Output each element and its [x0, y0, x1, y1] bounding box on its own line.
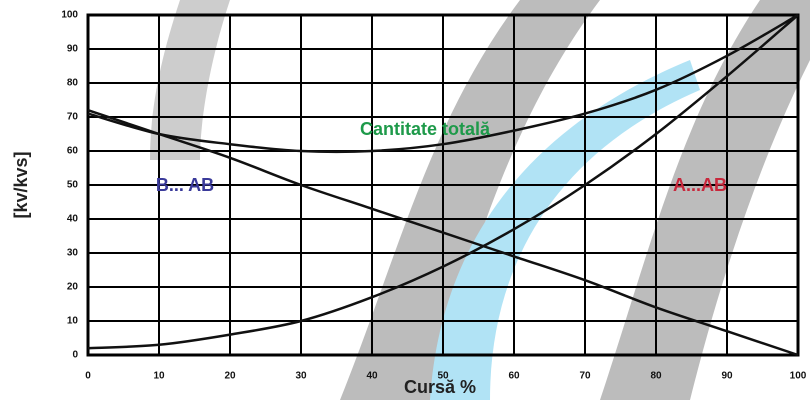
x-tick-label: 30	[295, 371, 307, 382]
y-tick-label: 20	[67, 282, 79, 293]
y-tick-label: 100	[61, 10, 78, 21]
x-tick-label: 90	[721, 371, 733, 382]
y-tick-label: 60	[67, 146, 79, 157]
y-axis-title: [kv/kvs]	[11, 151, 31, 218]
x-tick-label: 100	[790, 371, 807, 382]
chart: [kv/kvs] Cursă % 01020304050607080901000…	[0, 0, 810, 400]
x-tick-label: 50	[437, 371, 449, 382]
series-label: B... AB	[156, 175, 214, 195]
y-tick-label: 90	[67, 44, 79, 55]
x-tick-label: 40	[366, 371, 378, 382]
series-label: A...AB	[673, 175, 727, 195]
x-tick-label: 10	[153, 371, 165, 382]
y-tick-label: 0	[72, 350, 78, 361]
x-tick-label: 70	[579, 371, 591, 382]
y-tick-label: 50	[67, 180, 79, 191]
y-tick-label: 70	[67, 112, 79, 123]
x-tick-label: 0	[85, 371, 91, 382]
y-tick-label: 10	[67, 316, 79, 327]
y-tick-label: 80	[67, 78, 79, 89]
y-tick-label: 40	[67, 214, 79, 225]
series-label: Cantitate totală	[360, 119, 491, 139]
watermark	[150, 0, 810, 400]
x-tick-label: 80	[650, 371, 662, 382]
x-tick-label: 60	[508, 371, 520, 382]
y-tick-label: 30	[67, 248, 79, 259]
x-tick-label: 20	[224, 371, 236, 382]
